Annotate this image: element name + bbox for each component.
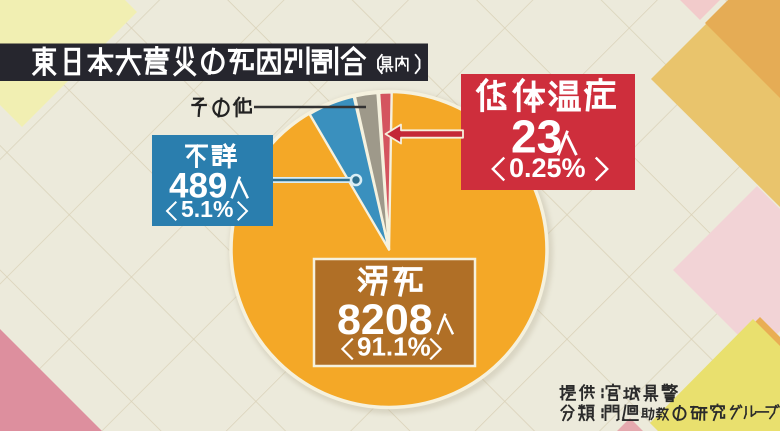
svg-text:489: 489 [169, 167, 227, 206]
svg-text:5.1%: 5.1% [181, 196, 233, 222]
svg-text:23: 23 [511, 111, 562, 163]
svg-text:0.25%: 0.25% [509, 153, 586, 183]
svg-text:91.1%: 91.1% [357, 332, 431, 362]
svg-text:8208: 8208 [337, 296, 433, 344]
